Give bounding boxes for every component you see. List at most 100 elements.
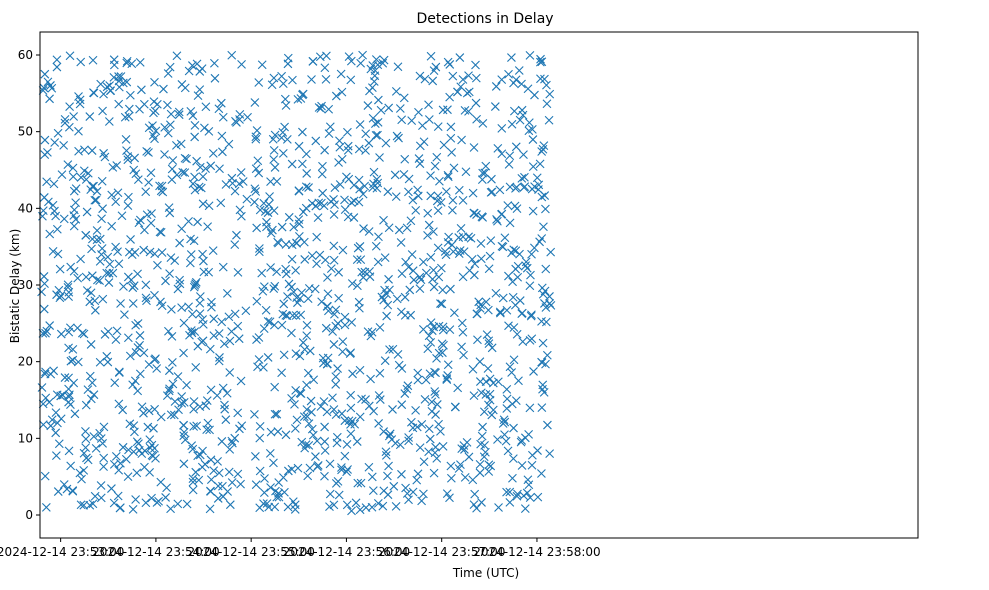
data-point xyxy=(405,285,415,295)
data-point xyxy=(511,246,521,256)
data-point xyxy=(198,315,208,324)
data-point xyxy=(208,246,218,255)
data-point xyxy=(426,171,435,181)
data-point xyxy=(114,465,124,475)
data-point xyxy=(346,348,356,358)
data-point xyxy=(203,418,213,428)
data-point xyxy=(185,258,195,268)
data-point xyxy=(152,498,162,507)
data-point xyxy=(150,249,160,259)
data-point xyxy=(291,311,301,320)
data-point xyxy=(150,355,159,365)
data-point xyxy=(384,461,393,471)
data-point xyxy=(98,204,108,214)
data-point xyxy=(269,73,279,83)
data-point xyxy=(98,294,108,304)
data-point xyxy=(209,466,219,475)
data-point xyxy=(119,282,128,291)
data-point xyxy=(497,123,507,133)
data-point xyxy=(373,257,383,267)
data-point xyxy=(73,357,83,367)
data-point xyxy=(541,317,551,327)
data-point xyxy=(252,223,262,233)
data-point xyxy=(180,83,190,93)
data-point xyxy=(366,64,376,74)
data-point xyxy=(89,390,99,400)
data-point xyxy=(71,198,81,207)
data-point xyxy=(448,247,458,257)
data-point xyxy=(457,318,467,328)
data-point xyxy=(383,187,393,197)
data-point xyxy=(535,159,545,169)
data-point xyxy=(166,504,175,514)
data-point xyxy=(317,101,326,111)
data-point xyxy=(100,152,110,162)
data-point xyxy=(433,206,443,215)
data-point xyxy=(373,499,383,508)
data-point xyxy=(406,310,416,320)
data-point xyxy=(188,179,198,189)
data-point xyxy=(127,59,137,69)
data-point xyxy=(344,52,354,62)
data-point xyxy=(109,498,119,508)
data-point xyxy=(189,404,199,414)
data-point xyxy=(288,311,298,320)
data-point xyxy=(520,504,530,514)
data-point xyxy=(461,167,471,177)
data-point xyxy=(241,306,251,316)
data-point xyxy=(433,191,443,201)
data-point xyxy=(511,142,521,152)
data-point xyxy=(469,143,479,152)
data-point xyxy=(164,386,174,396)
data-point xyxy=(75,99,85,109)
data-point xyxy=(391,502,401,511)
data-point xyxy=(83,385,93,394)
data-point xyxy=(129,447,139,457)
data-point xyxy=(318,188,328,198)
data-point xyxy=(331,91,341,101)
data-point xyxy=(220,400,229,410)
data-point xyxy=(237,59,246,69)
data-point xyxy=(527,460,537,470)
data-point xyxy=(430,387,440,396)
data-point xyxy=(510,201,520,211)
data-point xyxy=(217,437,227,446)
data-point xyxy=(221,415,231,425)
data-point xyxy=(128,504,138,514)
data-point xyxy=(404,174,414,184)
data-point xyxy=(203,222,213,232)
data-point xyxy=(472,210,481,219)
data-point xyxy=(64,392,74,402)
data-point xyxy=(108,268,118,278)
data-point xyxy=(504,321,513,331)
data-point xyxy=(373,95,383,105)
data-point xyxy=(252,335,261,345)
data-point xyxy=(269,206,279,216)
data-point xyxy=(375,323,385,332)
data-point xyxy=(498,293,508,303)
data-point xyxy=(509,245,519,255)
data-point xyxy=(190,121,200,130)
data-point xyxy=(85,500,95,510)
data-point xyxy=(392,294,402,304)
data-point xyxy=(525,403,535,413)
data-point xyxy=(190,132,200,142)
data-point xyxy=(40,369,50,379)
data-point xyxy=(407,116,417,125)
data-point xyxy=(149,423,158,433)
data-point xyxy=(337,463,346,472)
data-point xyxy=(195,85,205,95)
data-point xyxy=(109,60,119,70)
data-point xyxy=(331,305,341,315)
data-point xyxy=(423,230,432,240)
data-point xyxy=(438,441,448,451)
data-point xyxy=(507,119,517,129)
data-point xyxy=(205,344,215,354)
data-point xyxy=(54,439,64,449)
data-point xyxy=(479,407,489,417)
data-point xyxy=(190,185,200,195)
data-point xyxy=(109,73,119,82)
data-point xyxy=(170,397,180,406)
chart-title: Detections in Delay xyxy=(416,11,553,27)
data-point xyxy=(175,275,185,285)
